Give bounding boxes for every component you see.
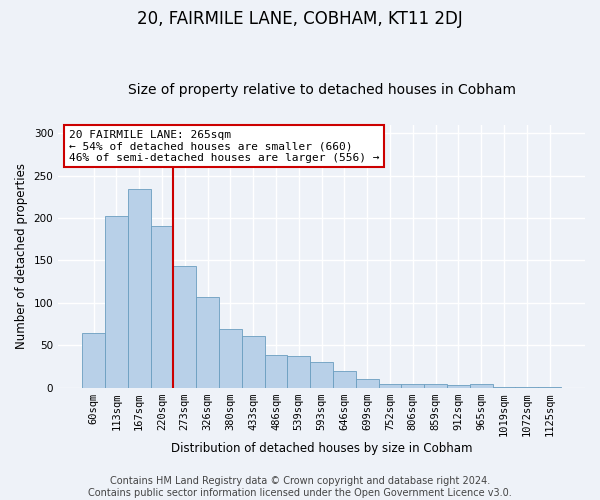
Bar bbox=[447, 386, 470, 388]
Y-axis label: Number of detached properties: Number of detached properties bbox=[15, 163, 28, 349]
Bar bbox=[82, 334, 105, 388]
Bar bbox=[265, 354, 287, 388]
Bar bbox=[105, 216, 128, 388]
Bar bbox=[356, 380, 379, 388]
Bar bbox=[219, 329, 242, 388]
X-axis label: Distribution of detached houses by size in Cobham: Distribution of detached houses by size … bbox=[171, 442, 472, 455]
Bar bbox=[515, 387, 538, 388]
Bar bbox=[151, 226, 173, 388]
Text: Contains HM Land Registry data © Crown copyright and database right 2024.
Contai: Contains HM Land Registry data © Crown c… bbox=[88, 476, 512, 498]
Bar bbox=[493, 387, 515, 388]
Bar bbox=[287, 356, 310, 388]
Bar bbox=[196, 297, 219, 388]
Bar bbox=[333, 371, 356, 388]
Bar bbox=[470, 384, 493, 388]
Bar bbox=[242, 336, 265, 388]
Title: Size of property relative to detached houses in Cobham: Size of property relative to detached ho… bbox=[128, 83, 515, 97]
Bar bbox=[128, 189, 151, 388]
Text: 20 FAIRMILE LANE: 265sqm
← 54% of detached houses are smaller (660)
46% of semi-: 20 FAIRMILE LANE: 265sqm ← 54% of detach… bbox=[69, 130, 379, 163]
Bar bbox=[173, 266, 196, 388]
Bar bbox=[310, 362, 333, 388]
Text: 20, FAIRMILE LANE, COBHAM, KT11 2DJ: 20, FAIRMILE LANE, COBHAM, KT11 2DJ bbox=[137, 10, 463, 28]
Bar bbox=[424, 384, 447, 388]
Bar bbox=[538, 387, 561, 388]
Bar bbox=[401, 384, 424, 388]
Bar bbox=[379, 384, 401, 388]
